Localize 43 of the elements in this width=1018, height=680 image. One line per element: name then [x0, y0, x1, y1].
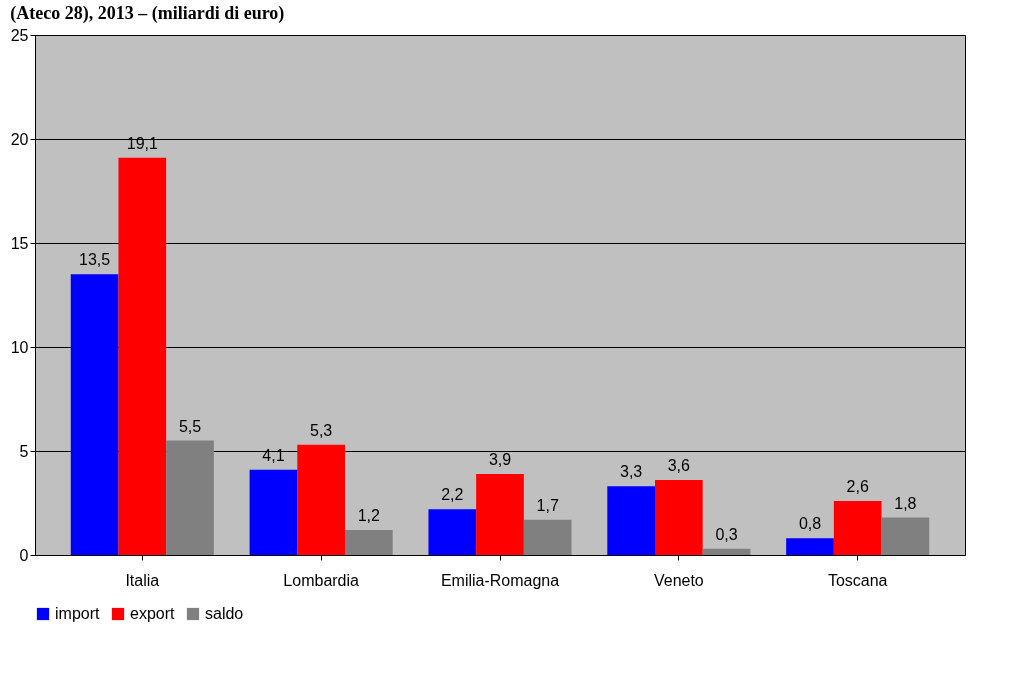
bar [833, 500, 882, 555]
y-tick-label: 5 [19, 442, 29, 460]
data-label: 3,3 [620, 463, 643, 481]
bar [166, 440, 214, 555]
data-label: 1,7 [536, 496, 559, 514]
data-label: 1,8 [894, 494, 917, 512]
bar [607, 486, 655, 555]
x-tick-label: Lombardia [283, 571, 360, 589]
y-tick-label: 25 [10, 26, 29, 44]
bar [476, 473, 524, 555]
y-tick-label: 20 [10, 130, 29, 148]
bar [523, 519, 572, 555]
x-tick-label: Italia [125, 571, 160, 589]
data-label: 2,6 [846, 477, 869, 495]
bar [297, 444, 345, 555]
bar [881, 517, 930, 555]
chart-title: (Ateco 28), 2013 – (miliardi di euro) [10, 3, 285, 24]
bar [702, 548, 751, 555]
bar [118, 157, 167, 555]
data-label: 0,3 [715, 525, 738, 543]
x-tick-label: Veneto [653, 571, 704, 589]
y-tick-label: 0 [19, 546, 29, 564]
legend-label: saldo [205, 605, 244, 622]
data-label: 5,3 [310, 421, 333, 439]
x-tick-label: Emilia-Romagna [440, 571, 560, 589]
bar [345, 530, 393, 555]
data-label: 3,6 [667, 457, 691, 475]
legend-label: import [55, 605, 101, 622]
x-tick-label: Toscana [827, 571, 888, 589]
bar [786, 538, 834, 555]
bar [249, 469, 298, 555]
data-label: 3,9 [488, 450, 512, 468]
y-tick-label: 15 [10, 234, 29, 252]
y-tick-label: 10 [10, 338, 29, 356]
data-label: 2,2 [441, 486, 464, 504]
data-label: 13,5 [79, 251, 111, 269]
data-label: 0,8 [798, 515, 822, 533]
data-label: 1,2 [357, 507, 381, 525]
bar [655, 480, 703, 555]
data-label: 5,5 [178, 417, 202, 435]
bar [428, 509, 477, 555]
legend-label: export [130, 605, 176, 622]
bar [70, 274, 119, 555]
